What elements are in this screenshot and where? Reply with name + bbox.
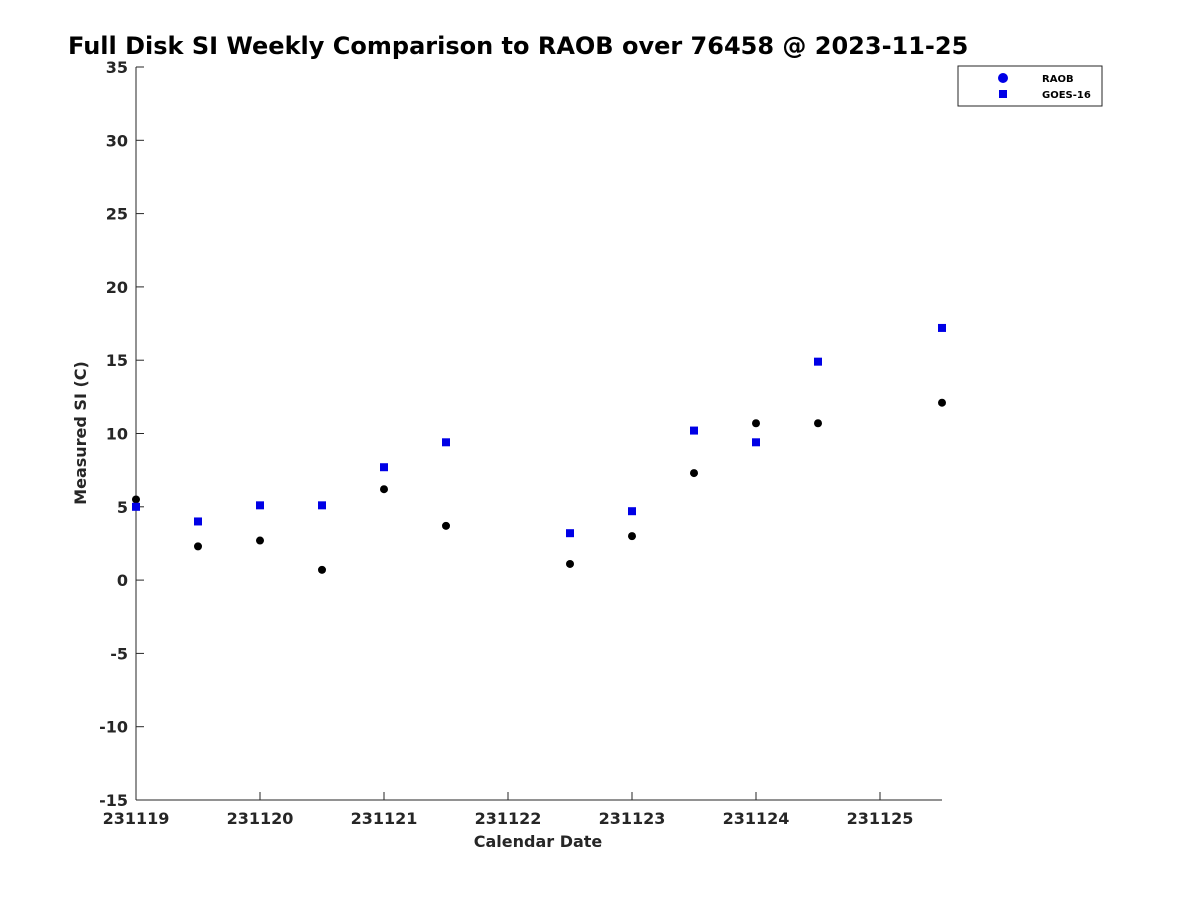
x-tick-label: 231123 [599,809,666,828]
y-axis-label: Measured SI (C) [71,361,90,505]
y-tick-label: 30 [106,131,128,150]
raob-point [256,536,264,545]
raob-point [814,419,822,428]
goes-16-point [566,529,574,538]
x-tick-label: 231122 [475,809,542,828]
raob-point [752,419,760,428]
y-tick-label: 35 [106,58,128,77]
legend-label-goes-16: GOES-16 [1042,90,1091,101]
goes-16-point [814,357,822,366]
y-tick-label: 20 [106,278,128,297]
x-tick-label: 231124 [723,809,790,828]
goes-16-point [938,323,946,332]
legend-marker-goes-16 [999,90,1007,98]
goes-16-point [256,501,264,510]
legend-box [957,65,1103,107]
y-tick-label: -5 [110,644,128,663]
x-axis-label: Calendar Date [474,832,603,851]
raob-point [566,559,574,568]
raob-point [318,565,326,574]
y-tick-label: -15 [99,791,128,810]
y-tick-label: -10 [99,718,128,737]
legend-label-raob: RAOB [1042,74,1074,85]
data-points [132,323,946,574]
legend: RAOB GOES-16 [957,65,1103,107]
y-tick-label: 15 [106,351,128,370]
raob-point [132,495,140,504]
raob-point [628,532,636,541]
y-tick-label: 5 [117,498,128,517]
legend-marker-raob [998,73,1008,83]
x-tick-label: 231121 [351,809,418,828]
raob-point [194,542,202,551]
raob-point [938,398,946,407]
goes-16-point [752,438,760,447]
y-tick-label: 25 [106,205,128,224]
y-tick-label: 0 [117,571,128,590]
goes-16-point [442,438,450,447]
x-tick-label: 231125 [847,809,914,828]
raob-point [380,485,388,494]
goes-16-point [628,507,636,516]
goes-16-point [690,426,698,435]
raob-point [442,521,450,530]
x-tick-label: 231120 [227,809,294,828]
y-tick-label: 10 [106,425,128,444]
goes-16-point [380,463,388,472]
raob-point [690,469,698,478]
chart-title: Full Disk SI Weekly Comparison to RAOB o… [68,32,968,60]
goes-16-point [194,517,202,526]
x-tick-label: 231119 [103,809,170,828]
axes: -15 -10 -5 0 5 10 15 20 25 30 35 231119 231120 231121… [99,58,942,828]
goes-16-point [318,501,326,510]
goes-16-point [132,502,140,511]
